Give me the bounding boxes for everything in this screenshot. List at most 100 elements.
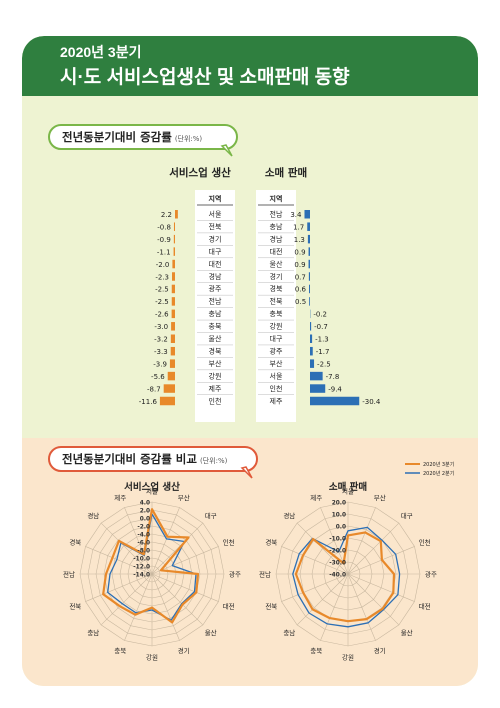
service-radar-axis-label: 전북 (69, 601, 81, 610)
service-value-label: -0.8 (157, 223, 171, 231)
service-value-label: 2.2 (161, 211, 172, 219)
retail-value-label: 0.6 (295, 286, 307, 294)
service-radar-axis-label: 강원 (146, 653, 158, 662)
retail-radar-axis-label: 대구 (401, 512, 413, 520)
service-value-label: -8.7 (147, 385, 161, 393)
retail-value-label: 3.4 (290, 211, 302, 219)
retail-radar-spoke (347, 573, 415, 602)
retail-region-label: 대전 (270, 247, 283, 256)
service-radar-series-line (102, 508, 200, 624)
retail-region-column (256, 190, 296, 422)
service-value-label: -2.0 (156, 261, 170, 269)
retail-radar-series-line (294, 531, 396, 623)
retail-radar-axis-label: 전남 (259, 570, 271, 579)
service-radar-axis-label: 경남 (87, 511, 99, 520)
header-banner: 2020년 3분기 시·도 서비스업생산 및 소매판매 동향 (22, 36, 478, 96)
retail-radar-spoke (347, 507, 376, 575)
retail-region-label: 강원 (270, 322, 283, 331)
retail-radar-tick-label: -10.0 (329, 537, 346, 543)
service-bar (173, 222, 175, 231)
retail-radar-axis-label: 충북 (310, 646, 322, 655)
section1-unit: (단위:%) (174, 135, 203, 143)
retail-value-label: 0.5 (295, 298, 306, 306)
retail-value-label: 0.7 (295, 273, 306, 281)
service-radar-axis-label: 충북 (114, 646, 126, 655)
service-bar (171, 297, 175, 306)
service-radar-axis-label: 광주 (229, 571, 241, 579)
service-radar-tick-label: -6.0 (137, 541, 150, 547)
service-radar-axis-label: 대전 (223, 601, 235, 610)
retail-radar-axis-label: 충남 (283, 628, 295, 637)
retail-value-label: -2.5 (317, 360, 331, 368)
service-bar (173, 247, 175, 256)
section1-title-box: 전년동분기대비 증감률 (단위:%) (48, 124, 238, 150)
retail-bar (310, 334, 313, 343)
retail-region-label: 전남 (270, 210, 283, 219)
retail-bar (310, 371, 323, 381)
legend-label-q3: 2020년 3분기 (423, 461, 454, 468)
service-region-label: 대구 (209, 248, 222, 256)
retail-bar (310, 359, 315, 368)
retail-radar-axis-label: 대전 (419, 601, 431, 610)
retail-bar (307, 234, 310, 244)
title-line1: 2020년 3분기 (60, 44, 142, 60)
retail-radar-axis-label: 전북 (265, 601, 277, 610)
service-radar-spoke (151, 507, 180, 575)
retail-value-label: 0.9 (294, 261, 305, 269)
retail-region-header: 지역 (270, 194, 283, 203)
retail-value-label: -1.7 (316, 348, 330, 356)
retail-bar (308, 272, 310, 281)
service-radar-series-line (107, 513, 197, 621)
service-region-label: 경남 (209, 272, 222, 281)
service-region-label: 울산 (209, 334, 222, 343)
section2-title-box: 전년동분기대비 증감률 비교 (단위:%) (48, 446, 258, 472)
service-radar-tick-label: 4.0 (140, 501, 150, 507)
retail-radar-axis-label: 경남 (283, 511, 295, 520)
service-bar (175, 210, 178, 219)
service-radar-tick-label: -14.0 (133, 573, 150, 579)
retail-region-label: 제주 (270, 397, 283, 405)
service-bar (171, 284, 175, 294)
service-bar (172, 272, 175, 281)
retail-value-label: 1.3 (294, 236, 305, 244)
service-radar-axis-label: 제주 (114, 494, 126, 502)
retail-chart-title: 소매 판매 (265, 166, 307, 179)
retail-radar-tick-label: -40.0 (329, 573, 346, 579)
service-radar-axis-label: 부산 (178, 493, 190, 502)
retail-bar (307, 222, 310, 231)
retail-region-label: 부산 (270, 359, 283, 368)
service-radar-spoke (151, 573, 180, 641)
service-value-label: -11.6 (139, 398, 158, 406)
service-radar-axis-label: 인천 (223, 538, 235, 547)
retail-radar-spoke (281, 546, 349, 575)
retail-region-label: 서울 (270, 371, 283, 380)
service-radar-spoke (151, 522, 204, 575)
retail-value-label: -0.7 (314, 323, 328, 331)
service-bar (170, 334, 175, 343)
retail-radar-axis-label: 강원 (342, 653, 354, 662)
service-radar-tick-label: -4.0 (137, 533, 150, 539)
service-bar (171, 322, 175, 331)
retail-region-label: 광주 (270, 347, 283, 355)
service-radar-spoke (85, 546, 153, 575)
service-value-label: -0.9 (157, 236, 171, 244)
retail-radar-spoke (296, 573, 349, 626)
service-bar (167, 371, 175, 381)
legend-label-q2: 2020년 2분기 (423, 470, 454, 477)
service-chart-title: 서비스업 생산 (169, 166, 231, 179)
service-region-label: 충북 (209, 322, 222, 331)
service-region-label: 대전 (209, 259, 222, 268)
retail-radar-tick-label: 20.0 (332, 501, 346, 507)
retail-value-label: -7.8 (326, 373, 340, 381)
retail-radar-spoke (320, 573, 349, 641)
service-value-label: -3.9 (153, 360, 167, 368)
retail-value-label: 1.7 (293, 223, 304, 231)
retail-bar (308, 247, 310, 256)
service-radar-tick-label: -8.0 (137, 549, 150, 555)
service-radar-spoke (124, 507, 153, 575)
service-radar-axis-label: 경북 (69, 538, 81, 547)
service-region-label: 경북 (209, 346, 222, 355)
service-radar-axis-label: 충남 (87, 628, 99, 637)
service-region-label: 전북 (209, 222, 222, 231)
